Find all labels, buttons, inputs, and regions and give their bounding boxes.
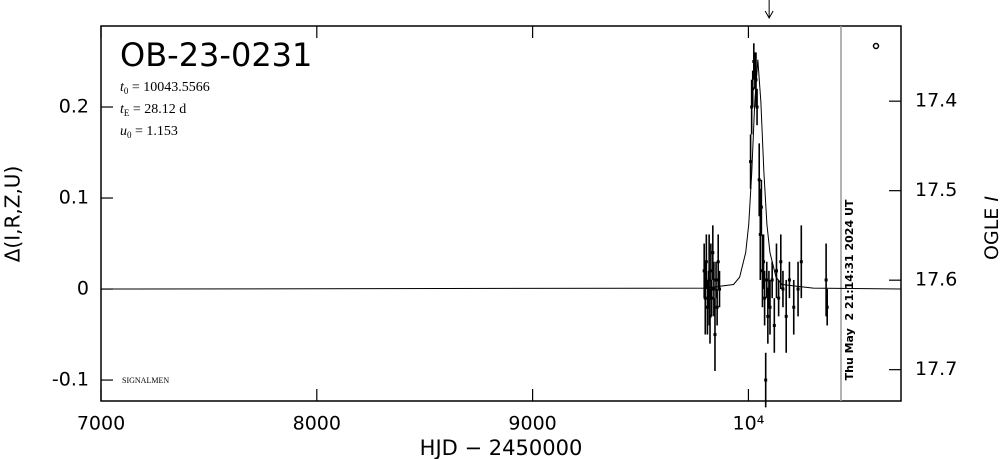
data-point (759, 205, 763, 209)
data-point (764, 378, 768, 382)
data-point (781, 287, 785, 291)
data-point (772, 323, 776, 327)
y-tick-label: -0.1 (52, 369, 89, 391)
data-point (824, 278, 828, 282)
param-text: = 1.153 (132, 124, 178, 139)
data-point (705, 305, 709, 309)
y2-label-text: OGLE (981, 202, 1003, 260)
model-line (100, 59, 902, 290)
y-axis-label: Δ(I,R,Z,U) (1, 166, 25, 263)
y2-tick-label: 17.6 (915, 269, 957, 291)
param-symbol: u (120, 124, 127, 139)
data-point (710, 296, 714, 300)
data-point (704, 260, 708, 264)
data-point (712, 287, 716, 291)
data-point (779, 260, 783, 264)
x-axis-label: HJD − 2450000 (420, 436, 583, 459)
param: u0 = 1.153 (120, 124, 178, 140)
corner-marker (872, 42, 880, 50)
data-point (774, 269, 778, 273)
credit: SIGNALMEN (122, 376, 169, 385)
param-symbol: t (120, 102, 125, 117)
x-tick-label: 9000 (508, 413, 556, 435)
data-point (708, 314, 712, 318)
data-point (752, 59, 756, 63)
data-point (757, 178, 761, 182)
data-point (707, 278, 711, 282)
timestamp: Thu May 2 21:14:31 2024 UT (843, 199, 856, 380)
data-point (770, 278, 774, 282)
y-tick-label: 0.1 (59, 187, 89, 209)
y2-tick-label: 17.4 (915, 90, 957, 112)
data-point (755, 105, 759, 109)
data-point (754, 78, 758, 82)
data-point (777, 296, 781, 300)
chart-title: OB-23-0231 (120, 36, 312, 74)
data-point (750, 105, 754, 109)
y2-tick-label: 17.7 (915, 358, 957, 380)
data-point (760, 269, 764, 273)
y-tick-label: 0 (77, 278, 89, 300)
x-tick-label: 10⁴ (733, 413, 765, 435)
param-symbol: t (120, 80, 125, 95)
data-point (716, 260, 720, 264)
data-point (825, 305, 829, 309)
plot-frame (100, 25, 902, 402)
epoch-arrow (764, 0, 774, 20)
data-point (758, 232, 762, 236)
data-point (765, 278, 769, 282)
param-text: = 10043.5566 (128, 80, 209, 95)
data-point (718, 287, 722, 291)
data-point (763, 296, 767, 300)
data-point (792, 305, 796, 309)
data-point (799, 260, 803, 264)
data-point (709, 269, 713, 273)
param-sub: E (124, 108, 130, 118)
x-tick-label: 7000 (77, 413, 125, 435)
y2-axis-label: OGLE I (981, 196, 1003, 260)
data-point (753, 69, 757, 73)
data-point (703, 296, 707, 300)
data-point (796, 287, 800, 291)
data-point (751, 87, 755, 91)
data-point (766, 314, 770, 318)
data-point (787, 278, 791, 282)
data-point (762, 260, 766, 264)
data-point (715, 305, 719, 309)
data-point (711, 251, 715, 255)
y2-tick-label: 17.5 (915, 179, 957, 201)
data-point (713, 333, 717, 337)
data-point (702, 269, 706, 273)
data-point (767, 287, 771, 291)
param-text: = 28.12 d (129, 102, 186, 117)
y2-label-italic: I (981, 196, 1003, 202)
param: tE = 28.12 d (120, 102, 186, 118)
param-sub: 0 (127, 130, 132, 140)
data-point (784, 314, 788, 318)
data-point (768, 305, 772, 309)
data-point (714, 278, 718, 282)
x-tick-label: 8000 (293, 413, 341, 435)
param-sub: 0 (124, 86, 129, 96)
param: t0 = 10043.5566 (120, 80, 210, 96)
data-point (749, 160, 753, 164)
y-tick-label: 0.2 (59, 96, 89, 118)
